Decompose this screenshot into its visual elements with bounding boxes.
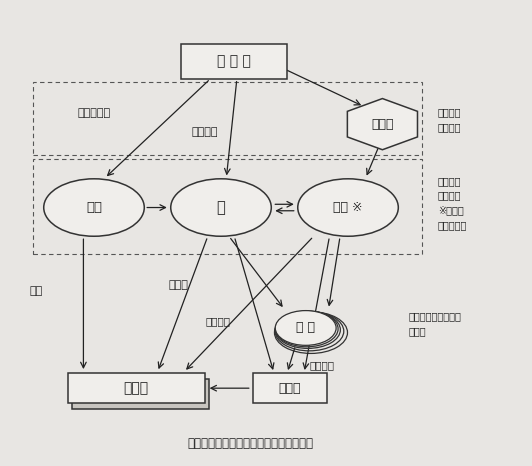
Text: 人　間: 人 間 <box>124 381 149 395</box>
Text: 発 生 源: 発 生 源 <box>217 55 251 69</box>
Bar <box>181 44 287 79</box>
Polygon shape <box>347 98 418 150</box>
Text: 排水規制: 排水規制 <box>192 127 219 137</box>
Text: 呼気: 呼気 <box>29 286 43 296</box>
Text: えさ生物: えさ生物 <box>309 360 334 370</box>
Text: 水: 水 <box>217 200 226 215</box>
Ellipse shape <box>171 179 271 236</box>
Text: 土壌 ※: 土壌 ※ <box>333 201 363 214</box>
Text: 対策基準
設定済み: 対策基準 設定済み <box>438 107 461 132</box>
Text: 飲料水: 飲料水 <box>169 280 189 290</box>
Bar <box>33 82 422 155</box>
Bar <box>72 379 210 409</box>
Text: 大気: 大気 <box>86 201 102 214</box>
Bar <box>68 373 205 403</box>
Ellipse shape <box>275 311 336 345</box>
Bar <box>253 373 327 403</box>
Ellipse shape <box>298 179 398 236</box>
Text: 底 質: 底 質 <box>296 322 315 335</box>
Text: 魚介類: 魚介類 <box>279 382 301 395</box>
Text: 環境基準
設定済み
※土壌は
　対策基準: 環境基準 設定済み ※土壌は 対策基準 <box>438 176 468 230</box>
Text: 廃棄物: 廃棄物 <box>371 117 394 130</box>
Bar <box>33 159 422 254</box>
Text: 直接摂取: 直接摂取 <box>206 316 231 326</box>
Ellipse shape <box>44 179 144 236</box>
Text: 排ガス規制: 排ガス規制 <box>78 109 111 118</box>
Text: 人のダイオキシン類摂取量の約　７６％: 人のダイオキシン類摂取量の約 ７６％ <box>187 437 313 450</box>
Text: 環境基準・対策基準
未設定: 環境基準・対策基準 未設定 <box>409 311 462 336</box>
